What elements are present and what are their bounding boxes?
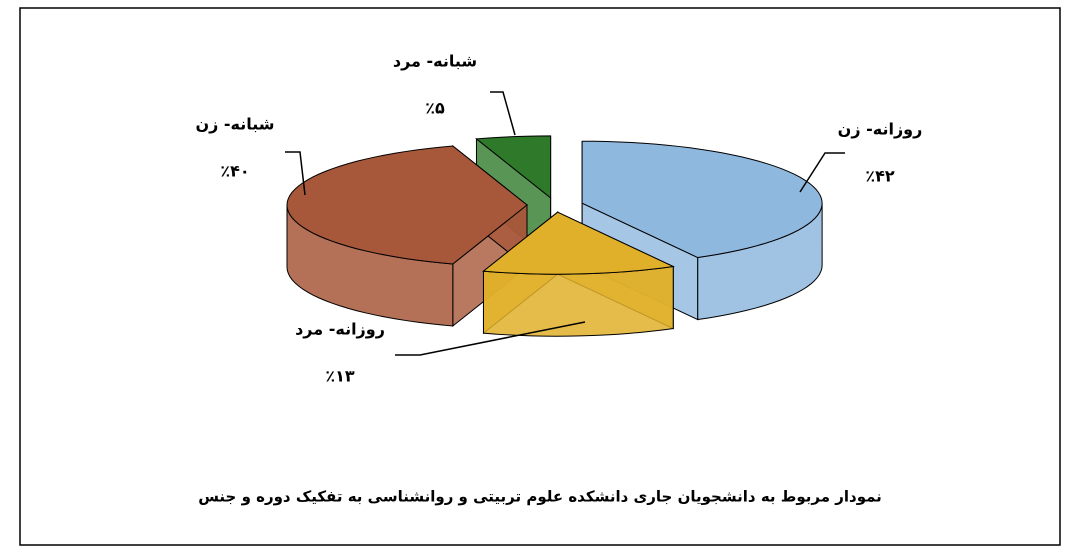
value-label: ٪۴۰ <box>220 162 249 181</box>
category-label: شبانه- زن <box>195 115 274 134</box>
leader-line <box>285 151 306 196</box>
value-label: ٪۴۲ <box>865 167 895 186</box>
slice <box>475 135 552 199</box>
slice <box>581 140 823 259</box>
category-label: روزانه- مرد <box>295 320 385 339</box>
category-label: شبانه- مرد <box>393 52 477 71</box>
leader-line <box>799 152 845 193</box>
value-label: ٪۱۳ <box>325 367 355 386</box>
chart-title: نمودار مربوط به دانشجویان جاری دانشکده ع… <box>198 488 882 506</box>
value-label: ٪۵ <box>425 99 445 118</box>
slice <box>482 211 676 275</box>
slice <box>286 145 528 265</box>
leader-line <box>395 321 586 356</box>
category-label: روزانه- زن <box>838 120 923 139</box>
leader-line <box>490 91 516 136</box>
slice-side <box>482 265 674 337</box>
